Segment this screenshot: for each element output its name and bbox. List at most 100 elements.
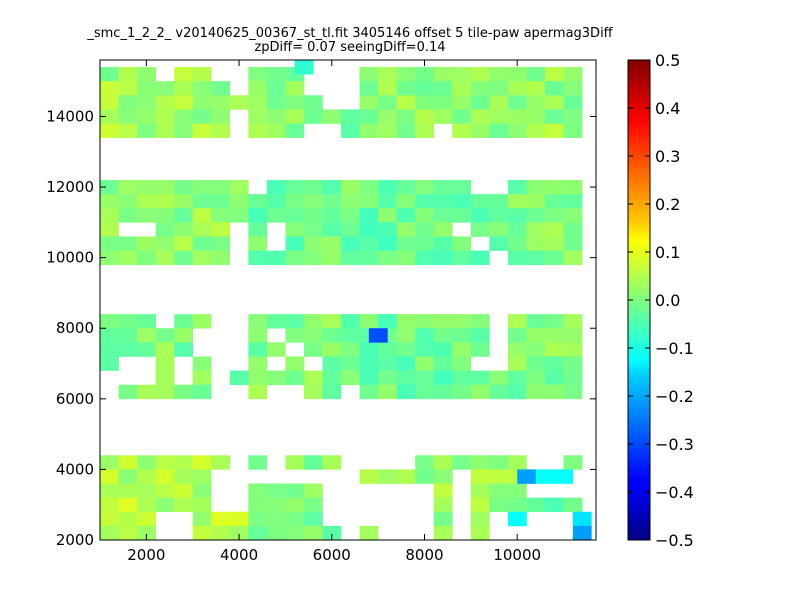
heatmap-cell [100,511,119,527]
heatmap-cell [155,469,175,484]
heatmap-cell [303,483,323,498]
heatmap-cell [563,67,583,82]
heatmap-cell [545,123,564,138]
heatmap-cell [489,123,509,138]
heatmap-cell [396,95,416,110]
heatmap-cell [378,194,397,209]
heatmap-cell [192,109,212,124]
heatmap-cell [433,314,453,329]
heatmap-cell [507,455,527,470]
heatmap-cell [192,67,212,82]
heatmap-cell [378,67,397,82]
heatmap-cell [248,314,268,329]
heatmap-cell [137,384,156,400]
heatmap-cell [155,95,175,110]
heatmap-cell [137,469,156,484]
heatmap-cell [100,123,119,138]
colorbar-tick-label: −0.5 [655,531,694,550]
heatmap-cell [192,194,212,209]
heatmap-cell [266,194,286,209]
heatmap-cell [100,497,119,513]
heatmap-cell [452,314,472,329]
heatmap-cell [507,222,527,237]
heatmap-cell [285,81,305,96]
heatmap-cell [211,109,231,124]
heatmap-cell [359,250,379,266]
heatmap-cell [359,370,379,386]
x-tick-label: 2000 [127,546,165,564]
heatmap-cell [433,342,453,357]
heatmap-cell [507,342,527,357]
heatmap-cell [118,455,138,470]
heatmap-cell [285,497,305,513]
heatmap-cell [229,194,249,209]
heatmap-cell [229,208,249,223]
heatmap-cell [507,208,527,223]
heatmap-cell [137,109,156,124]
heatmap-cell [303,497,323,513]
heatmap-cell [433,250,453,266]
heatmap-cell [378,180,397,195]
heatmap-cell [211,250,231,266]
heatmap-cell [155,236,175,251]
heatmap-cell [396,342,416,357]
heatmap-cell [359,384,379,400]
heatmap-cell [248,497,268,513]
heatmap-cell [137,483,156,498]
heatmap-cell [192,208,212,223]
heatmap-cell [470,123,490,138]
heatmap-cell [192,469,212,484]
heatmap-cell [211,222,231,237]
heatmap-cell [341,342,360,357]
heatmap-cell [507,81,527,96]
heatmap-cell [137,67,156,82]
heatmap-cell [507,384,527,400]
heatmap-cell [563,208,583,223]
heatmap-cell [359,180,379,195]
heatmap-cell [174,497,194,513]
heatmap-cell [396,469,416,484]
heatmap-cell [303,511,323,527]
heatmap-cell [526,328,546,343]
heatmap-cell [368,328,388,343]
heatmap-cell [229,511,249,527]
heatmap-cell [452,236,472,251]
y-axis: 2000 4000 6000 8000 10000 12000 14000 [46,107,596,549]
heatmap-cell [192,236,212,251]
heatmap-cell [100,194,119,209]
heatmap-cell [415,222,435,237]
heatmap-cell [285,314,305,329]
heatmap-cell [211,194,231,209]
heatmap-cell [192,356,212,371]
heatmap-cell [174,81,194,96]
heatmap-cell [433,483,453,498]
heatmap-cell [563,95,583,110]
heatmap-cell [359,81,379,96]
heatmap-cell [118,314,138,329]
heatmap-cell [266,370,286,386]
heatmap-cell [415,342,435,357]
heatmap-cell [470,314,490,329]
heatmap-cell [285,370,305,386]
heatmap-cell [137,511,156,527]
heatmap-cell [192,483,212,498]
heatmap-cell [303,384,323,400]
heatmap-cell [248,236,268,251]
heatmap-cell [507,483,527,498]
heatmap-cell [100,81,119,96]
heatmap-cell [118,384,138,400]
heatmap-cell [137,455,156,470]
heatmap-cell [554,469,574,484]
heatmap-cell [118,511,138,527]
heatmap-cell [489,208,509,223]
heatmap-cell [118,180,138,195]
heatmap-cell [303,525,323,541]
heatmap-cell [378,314,397,329]
heatmap-cell [211,455,231,470]
heatmap-cell [396,314,416,329]
heatmap-cell [248,194,268,209]
heatmap-cell [572,511,592,527]
heatmap-cell [415,328,435,343]
heatmap-cell [285,525,305,541]
